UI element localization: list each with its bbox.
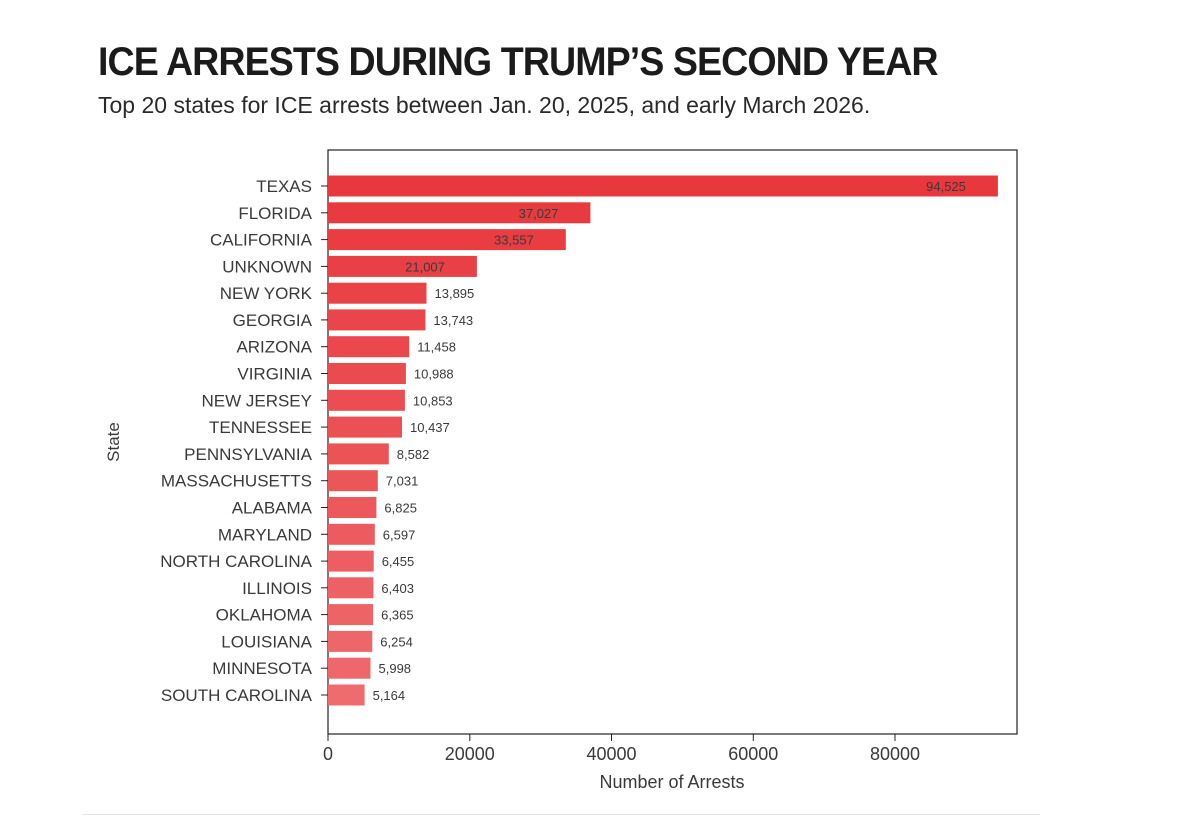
value-label: 7,031: [386, 474, 419, 489]
bar: [328, 229, 566, 251]
category-label: MASSACHUSETTS: [161, 472, 312, 491]
bar: [328, 416, 402, 438]
bar: [328, 657, 371, 679]
axis-layer: 0 20000 40000 60000 80000: [321, 185, 920, 764]
value-label: 6,597: [383, 527, 416, 542]
bar: [328, 443, 389, 465]
bar: [328, 336, 410, 358]
bar: [328, 175, 998, 197]
bar: [328, 282, 427, 304]
value-label: 13,895: [435, 286, 475, 301]
chart-subtitle: Top 20 states for ICE arrests between Ja…: [98, 92, 871, 118]
x-tick-label: 20000: [445, 744, 495, 764]
value-label: 5,164: [373, 688, 406, 703]
category-label: LOUISIANA: [221, 632, 312, 651]
value-label: 10,988: [414, 367, 454, 382]
category-label: GEORGIA: [233, 311, 313, 330]
bar: [328, 389, 405, 411]
bar: [328, 363, 406, 384]
x-tick-label: 40000: [586, 744, 636, 764]
bar: [328, 523, 375, 545]
category-label: MARYLAND: [218, 525, 312, 544]
category-label: VIRGINIA: [237, 365, 312, 384]
category-label: NEW JERSEY: [201, 391, 312, 410]
bar: [328, 550, 374, 572]
x-tick-label: 60000: [728, 744, 778, 764]
bars-layer: [328, 175, 998, 706]
value-label: 33,557: [494, 233, 534, 248]
value-label: 6,254: [380, 634, 413, 649]
value-label: 37,027: [519, 206, 559, 221]
value-label: 10,853: [413, 393, 453, 408]
category-label: NORTH CAROLINA: [160, 552, 312, 571]
x-tick-label: 80000: [870, 744, 920, 764]
x-tick-label: 0: [323, 744, 333, 764]
value-label: 6,825: [384, 501, 417, 516]
footer-divider: [82, 814, 1040, 815]
value-label: 5,998: [379, 661, 412, 676]
value-label: 11,458: [417, 340, 456, 355]
value-label: 6,365: [381, 608, 414, 623]
bar: [328, 202, 591, 224]
category-label: OKLAHOMA: [216, 606, 313, 625]
category-label: UNKNOWN: [222, 257, 312, 276]
chart-title: ICE ARRESTS DURING TRUMP’S SECOND YEAR: [98, 40, 939, 84]
category-label: PENNSYLVANIA: [184, 445, 313, 464]
bar: [328, 684, 365, 706]
x-axis-title: Number of Arrests: [599, 772, 744, 792]
category-label: TEXAS: [256, 177, 312, 196]
bar: [328, 309, 426, 331]
plot-frame: [327, 149, 1018, 735]
value-label: 6,403: [381, 581, 414, 596]
bar: [328, 497, 377, 518]
category-label: ARIZONA: [236, 338, 312, 357]
bar: [328, 604, 374, 626]
category-label: NEW YORK: [220, 284, 313, 303]
bar: [328, 577, 374, 599]
category-label: SOUTH CAROLINA: [161, 686, 313, 705]
value-label: 21,007: [405, 259, 445, 274]
value-label: 6,455: [382, 554, 415, 569]
category-label: MINNESOTA: [212, 659, 312, 678]
category-label: ILLINOIS: [242, 579, 312, 598]
category-label: ALABAMA: [232, 499, 313, 518]
category-label: TENNESSEE: [209, 418, 312, 437]
labels-layer: TEXAS 94,525 FLORIDA 37,027 CALIFORNIA 33,557…: [160, 177, 966, 705]
y-axis-title: State: [104, 422, 123, 462]
value-label: 8,582: [397, 447, 430, 462]
bar: [328, 470, 378, 492]
bar: [328, 630, 373, 652]
category-label: FLORIDA: [238, 204, 312, 223]
bar: [328, 255, 477, 277]
value-label: 13,743: [433, 313, 473, 328]
value-label: 10,437: [410, 420, 450, 435]
category-label: CALIFORNIA: [210, 231, 313, 250]
value-label: 94,525: [926, 179, 966, 194]
